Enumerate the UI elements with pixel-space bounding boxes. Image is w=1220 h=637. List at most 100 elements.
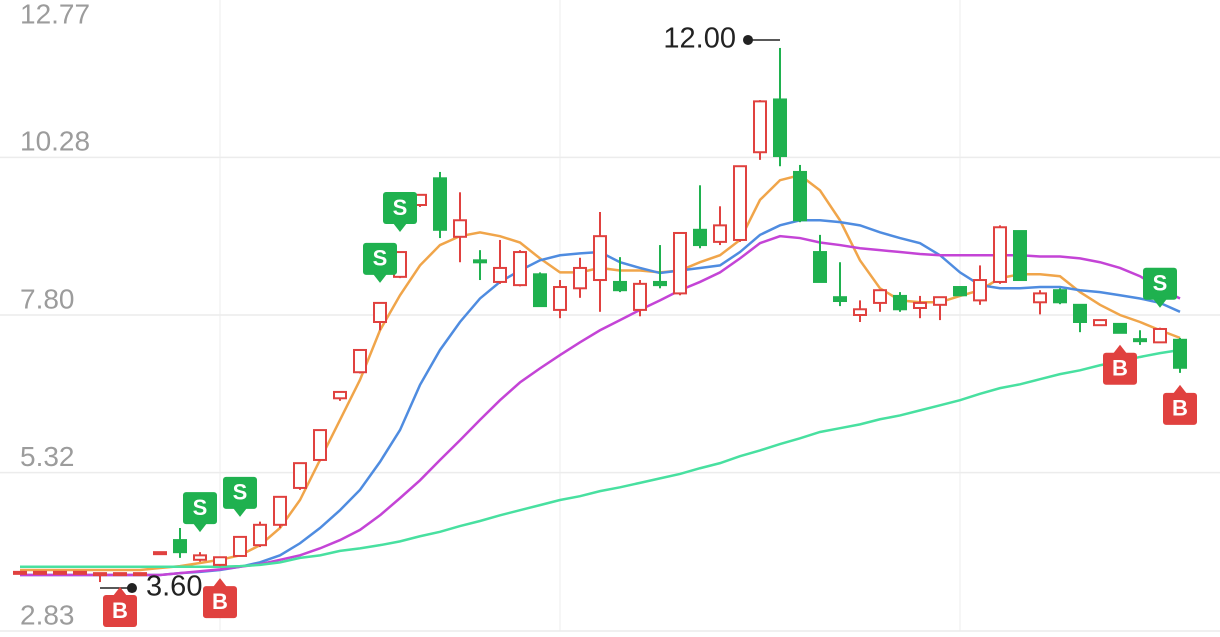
candle-body bbox=[473, 259, 487, 264]
candle bbox=[673, 231, 687, 296]
candle-body bbox=[873, 289, 887, 304]
candle-body bbox=[553, 286, 567, 311]
candle bbox=[353, 348, 367, 374]
signal-marker: S bbox=[383, 192, 417, 233]
candle-body bbox=[233, 535, 247, 557]
y-tick-label: 10.28 bbox=[20, 126, 90, 157]
candle-body bbox=[13, 570, 27, 575]
candle-body bbox=[53, 570, 67, 575]
candle bbox=[1073, 303, 1087, 333]
candle bbox=[753, 100, 767, 160]
candle bbox=[193, 552, 207, 562]
candle-body bbox=[253, 523, 267, 547]
signal-marker: S bbox=[1143, 267, 1177, 308]
candle-body bbox=[453, 219, 467, 238]
signal-pointer bbox=[1113, 344, 1127, 354]
candle-body bbox=[993, 226, 1007, 283]
candle bbox=[533, 272, 547, 308]
signal-pointer bbox=[1173, 384, 1187, 394]
candle-body bbox=[1133, 338, 1147, 343]
candle bbox=[873, 289, 887, 312]
candle-body bbox=[893, 294, 907, 311]
candle-body bbox=[73, 570, 87, 575]
candle bbox=[1133, 330, 1147, 345]
candle bbox=[253, 521, 267, 548]
candle bbox=[973, 265, 987, 305]
candle-body bbox=[293, 462, 307, 489]
candle-body bbox=[1173, 338, 1187, 369]
candle-body bbox=[813, 251, 827, 283]
candle-body bbox=[793, 170, 807, 222]
candle-body bbox=[373, 301, 387, 323]
candle-body bbox=[173, 539, 187, 554]
candle-body bbox=[113, 572, 127, 577]
candle bbox=[553, 280, 567, 319]
signal-badge bbox=[1143, 267, 1177, 300]
candle bbox=[113, 572, 127, 577]
candle bbox=[1013, 230, 1027, 282]
candle bbox=[1153, 327, 1167, 344]
signal-label: B bbox=[1172, 396, 1188, 421]
candle-body bbox=[433, 177, 447, 231]
signal-marker: S bbox=[363, 242, 397, 283]
signal-label: B bbox=[1112, 356, 1128, 381]
candle bbox=[773, 47, 787, 167]
signal-pointer bbox=[193, 523, 207, 533]
candle bbox=[493, 239, 507, 284]
candle bbox=[913, 295, 927, 319]
candle bbox=[273, 495, 287, 528]
signal-pointer bbox=[113, 587, 127, 597]
candle-body bbox=[713, 224, 727, 243]
candle bbox=[1113, 322, 1127, 334]
signal-pointer bbox=[213, 578, 227, 588]
candle-body bbox=[1053, 289, 1067, 304]
signal-marker: S bbox=[223, 476, 257, 517]
candle-body bbox=[33, 570, 47, 575]
candle-body bbox=[353, 348, 367, 374]
candle bbox=[833, 262, 847, 307]
candle bbox=[1033, 290, 1047, 315]
candle-body bbox=[733, 165, 747, 241]
candle-body bbox=[153, 551, 167, 556]
candle bbox=[333, 390, 347, 401]
signal-label: B bbox=[212, 589, 228, 614]
signal-badge bbox=[103, 595, 137, 628]
candle-body bbox=[533, 273, 547, 308]
low-annotation-dot bbox=[127, 583, 137, 594]
candle bbox=[153, 551, 167, 556]
candle bbox=[213, 556, 227, 567]
candle bbox=[933, 296, 947, 321]
signal-badge bbox=[203, 586, 237, 619]
candle-body bbox=[1113, 322, 1127, 334]
candle-body bbox=[1073, 303, 1087, 323]
signal-badge bbox=[1103, 352, 1137, 385]
signal-label: S bbox=[1153, 271, 1168, 296]
candle-body bbox=[333, 390, 347, 400]
candle-body bbox=[933, 296, 947, 306]
candle-body bbox=[1013, 230, 1027, 282]
signal-pointer bbox=[393, 223, 407, 233]
signal-label: S bbox=[393, 195, 408, 220]
candle bbox=[573, 257, 587, 298]
signal-label: S bbox=[373, 246, 388, 271]
candle-body bbox=[833, 296, 847, 303]
candle bbox=[953, 286, 967, 297]
signal-pointer bbox=[1153, 298, 1167, 308]
candle-body bbox=[773, 98, 787, 158]
ma-line bbox=[20, 348, 1181, 569]
candle bbox=[1173, 337, 1187, 373]
candle bbox=[853, 300, 867, 322]
candle bbox=[1093, 319, 1107, 327]
signal-label: B bbox=[112, 598, 128, 623]
candle-body bbox=[593, 235, 607, 282]
candle-body bbox=[753, 100, 767, 154]
signal-badge bbox=[1163, 392, 1197, 425]
candle bbox=[313, 429, 327, 462]
low-annotation: 3.60 bbox=[146, 571, 202, 603]
candle-body bbox=[693, 228, 707, 247]
candle bbox=[693, 185, 707, 249]
candle bbox=[893, 292, 907, 312]
signal-marker: S bbox=[183, 492, 217, 533]
candle-body bbox=[1153, 327, 1167, 344]
